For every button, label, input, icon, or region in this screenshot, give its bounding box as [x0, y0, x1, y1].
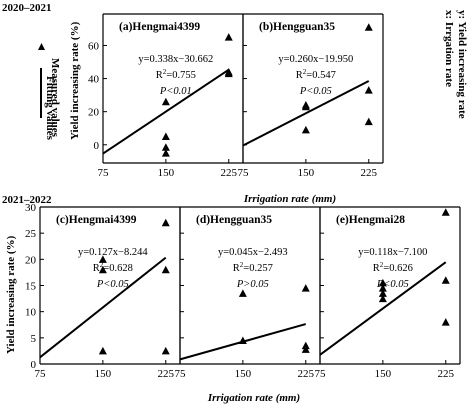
data-point: [364, 117, 373, 126]
r2-label: R2=0.257: [233, 261, 273, 274]
x-tick-label: 150: [95, 368, 112, 380]
p-value-label: P<0.01: [159, 86, 192, 97]
x-tick-label: 75: [98, 167, 110, 179]
y-tick-label: 0: [31, 359, 37, 371]
legend-fitting-label: Fitting values: [44, 76, 56, 141]
data-point: [98, 346, 107, 355]
data-point: [161, 346, 170, 355]
panel-2: 75 150 225 (b)Hengguan35 y=0.260x−19.950 R2=0…: [238, 13, 384, 179]
y-tick-label: 25: [25, 228, 37, 240]
y-tick-label: 20: [88, 107, 100, 119]
p-value-label: P<0.05: [376, 279, 409, 290]
period-label-top: 2020–2021: [2, 2, 52, 14]
data-point: [161, 218, 170, 227]
equation-label: y=0.127x−8.244: [78, 247, 148, 258]
data-point: [238, 336, 247, 344]
r2-label: R2=0.755: [156, 68, 196, 81]
fit-line: [319, 261, 447, 356]
y-tick-label: 5: [31, 333, 37, 345]
r2-label: R2=0.628: [93, 261, 133, 274]
data-point: [378, 294, 387, 303]
panel-title: (c)Hengmai4399: [56, 214, 137, 226]
x-tick-label: 150: [158, 167, 175, 179]
data-point: [378, 278, 387, 287]
period-label-bottom: 2021–2022: [2, 194, 52, 206]
x-tick-label: 75: [175, 368, 187, 380]
data-point: [238, 289, 247, 297]
x-tick-label: 75: [35, 368, 47, 380]
r2-label: R2=0.626: [373, 261, 413, 274]
data-point: [224, 69, 233, 78]
data-point: [441, 318, 450, 326]
p-value-label: P<0.05: [96, 279, 129, 290]
data-point: [224, 33, 233, 41]
x-tick-label: 75: [315, 368, 327, 380]
x-tick-label: 150: [375, 368, 392, 380]
data-point: [161, 97, 170, 106]
panel-title: (e)Hengmai28: [336, 214, 405, 226]
y-tick-label: 20: [25, 254, 37, 266]
y-axis-label-bottom: Yield increasing rate (%): [5, 235, 17, 354]
data-point: [364, 23, 373, 31]
data-point: [378, 284, 387, 292]
panel-title: (a)Hengmai4399: [119, 21, 200, 33]
x-axis-label-top: Irrigation rate (mm): [243, 193, 336, 205]
x-tick-label: 75: [238, 167, 250, 179]
x-tick-label: 225: [297, 368, 314, 380]
p-value-label: P<0.05: [299, 86, 332, 97]
data-point: [441, 208, 450, 216]
equation-label: y=0.118x−7.100: [358, 247, 427, 258]
panel-title: (d)Hengguan35: [196, 214, 272, 226]
legend-marker-icon: [38, 43, 45, 50]
y-tick-label: 40: [88, 74, 100, 86]
equation-label: y=0.338x−30.662: [138, 54, 213, 65]
panel-4: 75 150 225 (d)Hengguan35 y=0.045x−2.493 R2=0.…: [175, 206, 321, 380]
fit-line: [102, 68, 230, 155]
y-tick-label: 15: [25, 281, 37, 293]
fit-line: [242, 80, 370, 147]
side-legend: Measured values Fitting values: [38, 43, 61, 141]
data-point: [301, 284, 310, 292]
y-tick-label: 60: [88, 40, 100, 52]
data-point: [301, 345, 310, 353]
right-note-line1: y: Yield increasing rate: [456, 10, 468, 119]
p-value-label: P>0.05: [236, 279, 269, 290]
panel-3: 75 150 225 0 5 10 15 20 25 30 (c)Hengmai4399 y=0.12…: [25, 202, 181, 380]
fit-line: [39, 256, 167, 359]
data-point: [161, 149, 170, 157]
data-point: [161, 265, 170, 274]
data-point: [161, 132, 170, 141]
x-tick-label: 225: [360, 167, 377, 179]
y-tick-label: 0: [94, 140, 100, 152]
x-tick-label: 150: [235, 368, 252, 380]
data-point: [364, 86, 373, 94]
x-tick-label: 225: [437, 368, 454, 380]
panel-1: 75 150 225 0 20 40 60 (a)Hengmai4399 y=0.338x−30…: [88, 13, 244, 179]
x-tick-label: 150: [298, 167, 315, 179]
data-point: [98, 265, 107, 274]
y-axis-label-top: Yield increasing rate (%): [69, 21, 81, 140]
right-note-line2: x: Irrgation rate: [443, 10, 455, 87]
data-point: [378, 289, 387, 297]
data-point: [301, 102, 310, 111]
data-point: [441, 276, 450, 284]
x-axis-label-bottom: Irrigation rate (mm): [207, 392, 300, 404]
data-point: [301, 125, 310, 134]
y-tick-label: 10: [25, 307, 37, 319]
x-tick-label: 225: [157, 368, 174, 380]
data-point: [161, 143, 170, 151]
equation-label: y=0.045x−2.493: [218, 247, 288, 258]
data-point: [98, 255, 107, 263]
x-tick-label: 225: [220, 167, 237, 179]
panel-title: (b)Hengguan35: [259, 21, 335, 33]
equation-label: y=0.260x−19.950: [278, 54, 353, 65]
y-tick-label: 30: [25, 202, 37, 214]
panel-5: 75 150 225 (e)Hengmai28 y=0.118x−7.100 R2=0.6…: [315, 206, 461, 380]
r2-label: R2=0.547: [296, 68, 336, 81]
legend-measured-label: Measured values: [49, 58, 61, 138]
